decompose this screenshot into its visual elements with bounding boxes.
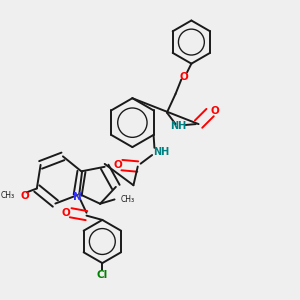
Text: NH: NH [170, 121, 187, 130]
Text: CH₃: CH₃ [120, 195, 134, 204]
Text: NH: NH [153, 147, 169, 157]
Text: O: O [62, 208, 71, 218]
Text: N: N [74, 192, 82, 202]
Text: O: O [21, 191, 30, 201]
Text: O: O [113, 160, 122, 170]
Text: O: O [180, 72, 189, 82]
Text: Cl: Cl [97, 270, 108, 280]
Text: O: O [210, 106, 219, 116]
Text: CH₃: CH₃ [1, 191, 15, 200]
